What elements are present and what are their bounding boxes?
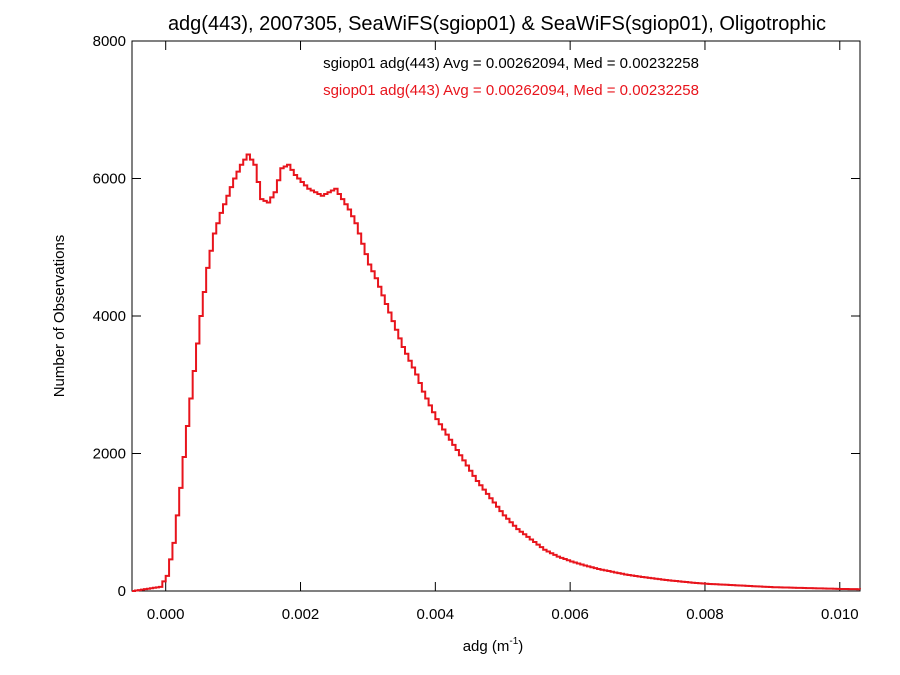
- x-tick-label: 0.008: [686, 606, 724, 623]
- chart-title: adg(443), 2007305, SeaWiFS(sgiop01) & Se…: [168, 13, 826, 35]
- x-tick-label: 0.010: [821, 606, 859, 623]
- x-tick-label: 0.000: [147, 606, 185, 623]
- x-axis-label-superscript: -1: [509, 636, 518, 647]
- x-tick-label: 0.004: [417, 606, 455, 623]
- y-tick-label: 6000: [93, 171, 126, 188]
- y-axis: 0 2000 4000 6000 8000: [93, 33, 860, 600]
- stats-annotation-red: sgiop01 adg(443) Avg = 0.00262094, Med =…: [323, 82, 699, 99]
- x-axis-label-end: ): [518, 638, 523, 655]
- x-tick-label: 0.006: [551, 606, 589, 623]
- y-tick-label: 2000: [93, 446, 126, 463]
- x-axis-label: adg (m-1): [463, 636, 524, 655]
- x-tick-label: 0.002: [282, 606, 320, 623]
- x-axis-label-base: adg (m: [463, 638, 510, 655]
- y-tick-label: 0: [118, 583, 126, 600]
- y-tick-label: 4000: [93, 308, 126, 325]
- stats-annotation-black: sgiop01 adg(443) Avg = 0.00262094, Med =…: [323, 55, 699, 72]
- x-axis: 0.000 0.002 0.004 0.006 0.008 0.010: [147, 41, 859, 623]
- y-tick-label: 8000: [93, 33, 126, 50]
- y-axis-label: Number of Observations: [51, 235, 68, 398]
- histogram-series-line: [132, 153, 861, 592]
